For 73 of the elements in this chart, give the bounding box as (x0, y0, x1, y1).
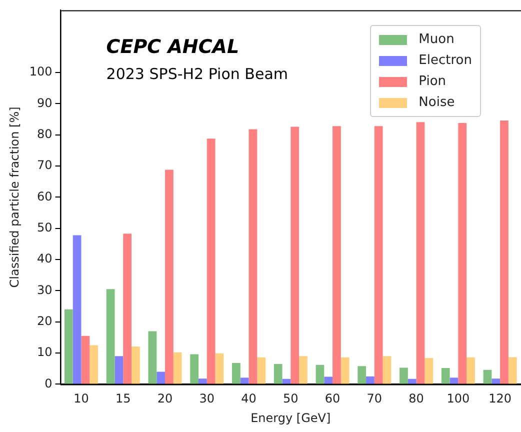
bar (299, 356, 308, 384)
bar (274, 364, 282, 384)
y-tick-label: 80 (37, 126, 52, 141)
bar (64, 309, 73, 384)
y-tick-label: 40 (37, 252, 52, 266)
bar (156, 372, 166, 384)
y-tick-label: 20 (37, 314, 52, 328)
x-tick-label: 60 (324, 392, 340, 406)
x-tick-label: 30 (199, 392, 215, 406)
bar (441, 368, 450, 384)
bar (400, 368, 408, 384)
y-tick-label: 90 (37, 96, 52, 110)
bar (500, 120, 508, 384)
x-tick-label: 10 (74, 392, 89, 406)
bar (424, 358, 434, 384)
x-tick-label: 70 (366, 392, 382, 406)
bar (232, 363, 240, 384)
bar (81, 336, 90, 384)
bar (316, 364, 324, 384)
bar (382, 356, 392, 384)
bar (332, 126, 341, 384)
y-tick-label: 0 (44, 376, 52, 390)
bar (248, 129, 258, 384)
legend-label: Noise (418, 95, 455, 110)
x-tick-label: 15 (115, 392, 131, 406)
bar (466, 357, 475, 384)
text: 2023 SPS-H2 Pion Beam (106, 65, 288, 84)
bar (450, 378, 458, 384)
bar (508, 357, 517, 384)
y-tick-label: 50 (37, 220, 52, 234)
bar (358, 366, 366, 384)
bar (416, 122, 425, 384)
bar (190, 354, 199, 384)
legend-label: Pion (418, 74, 446, 89)
bar (257, 357, 266, 384)
bar (366, 376, 374, 384)
bar (408, 378, 416, 384)
bar (173, 352, 182, 384)
bar (132, 346, 140, 384)
bar (458, 123, 467, 384)
bar (215, 353, 224, 384)
x-tick-label: 40 (241, 392, 256, 406)
bar (492, 378, 500, 384)
bar (114, 356, 124, 384)
legend-label: Electron (418, 53, 472, 68)
y-tick-label: 10 (37, 345, 52, 360)
y-axis-title: Classified particle fraction [%] (7, 106, 22, 288)
bar (240, 378, 249, 384)
bar (324, 376, 333, 384)
bar (340, 357, 350, 384)
x-tick-label: 20 (157, 392, 173, 406)
bar (483, 370, 492, 384)
bar (206, 138, 216, 384)
bar (90, 345, 98, 384)
x-tick-label: 100 (446, 392, 470, 406)
x-axis-title: Energy [GeV] (250, 410, 331, 425)
bar (123, 234, 132, 384)
x-tick-label: 50 (283, 392, 298, 406)
bar (198, 378, 207, 384)
bar (165, 170, 174, 384)
bar (72, 235, 82, 384)
bar (106, 289, 115, 384)
x-tick-label: 80 (408, 392, 424, 406)
y-tick-label: 100 (29, 64, 52, 79)
bar (374, 126, 383, 384)
bar (290, 126, 300, 384)
bar (148, 331, 157, 384)
y-tick-label: 60 (37, 189, 52, 204)
x-tick-label: 120 (488, 392, 512, 406)
y-tick-label: 30 (37, 282, 52, 297)
legend-label: Muon (418, 32, 454, 47)
y-tick-label: 70 (37, 158, 52, 172)
text: CEPC AHCAL (106, 36, 240, 58)
